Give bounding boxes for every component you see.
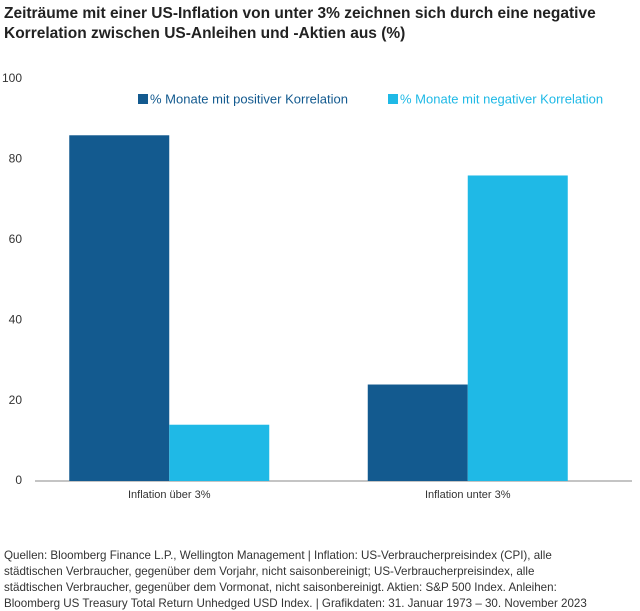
x-tick-label: Inflation über 3% [128,489,211,501]
legend-label: % Monate mit negativer Korrelation [400,91,603,106]
y-tick-label: 80 [9,152,23,166]
footnote-line: Quellen: Bloomberg Finance L.P., Welling… [4,549,552,562]
y-tick-label: 0 [15,473,22,487]
y-tick-label: 40 [9,312,23,326]
chart-title: Zeiträume mit einer US-Inflation von unt… [4,5,596,42]
footnote-line: Bloomberg US Treasury Total Return Unhed… [4,597,587,610]
legend-swatch [138,94,148,104]
legend-swatch [388,94,398,104]
bar [69,135,170,481]
bar [169,424,270,481]
footnote-line: städtischen Verbraucher, gegenüber dem V… [4,565,535,578]
bar [367,384,468,481]
footnote: Quellen: Bloomberg Finance L.P., Welling… [4,548,640,611]
footnote-line: städtischen Verbraucher, gegenüber dem V… [4,581,557,594]
bar [467,175,568,482]
legend-label: % Monate mit positiver Korrelation [150,91,348,106]
x-tick-label: Inflation unter 3% [425,489,511,501]
y-tick-label: 100 [2,71,22,85]
y-tick-label: 60 [9,232,23,246]
y-tick-label: 20 [9,393,23,407]
